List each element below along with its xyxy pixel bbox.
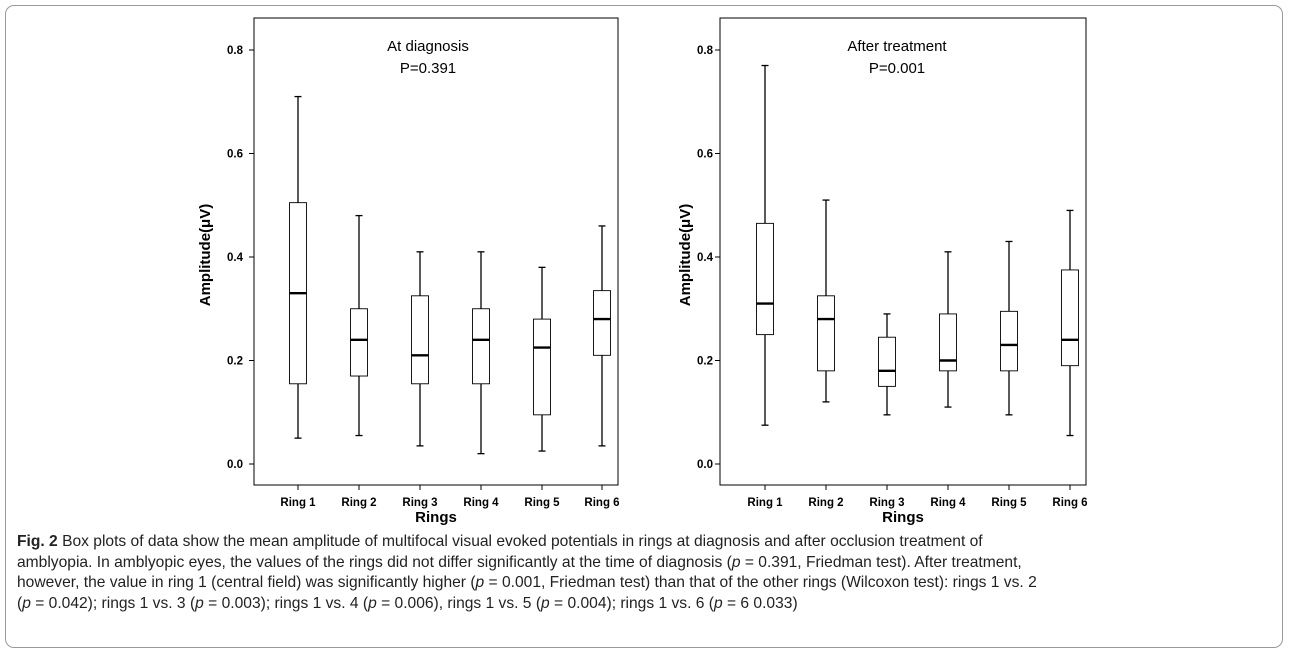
x-tick-label: Ring 2: [808, 497, 843, 509]
iqr-box: [411, 295, 429, 385]
x-tick-label: Ring 2: [341, 497, 376, 509]
caption-text-4e: = 0.004); rings 1 vs. 6 (: [549, 594, 714, 612]
chart-panel-1: At diagnosis P=0.391 0.0 0.2 0.4 0.6 0.8 Amplit…: [197, 17, 620, 526]
plot-area-frame: [719, 17, 1087, 486]
figure-caption: Fig. 2 Box plots of data show the mean a…: [17, 532, 1272, 614]
box-ring-5: [1000, 240, 1018, 416]
plot-area-frame: [253, 17, 619, 486]
y-tick-label: 0.0: [697, 459, 713, 471]
caption-line-3: however, the value in ring 1 (central fi…: [17, 573, 1272, 594]
box-ring-3: [411, 251, 429, 447]
y-tick-label: 0.4: [697, 252, 714, 264]
box-ring-4: [472, 251, 490, 455]
iqr-box: [593, 290, 611, 356]
box-ring-6: [1061, 209, 1079, 437]
box-ring-4: [939, 251, 957, 408]
caption-p-symbol: p: [475, 574, 485, 591]
x-tick-label: Ring 1: [747, 497, 783, 509]
iqr-box: [350, 308, 368, 377]
iqr-box: [817, 295, 835, 372]
y-tick-label: 0.6: [697, 149, 713, 161]
x-axis-label: Rings: [882, 509, 924, 526]
caption-p-symbol: p: [713, 594, 723, 612]
box-ring-2: [817, 199, 835, 403]
x-tick-label: Ring 1: [280, 497, 316, 509]
caption-p-symbol: p: [541, 594, 550, 612]
y-tick-label: 0.2: [227, 356, 243, 368]
iqr-box: [533, 318, 551, 416]
x-tick-label: Ring 4: [463, 497, 499, 509]
figure-frame: [5, 5, 1283, 648]
caption-p-symbol: p: [195, 594, 204, 612]
x-tick-label: Ring 4: [930, 497, 966, 509]
x-tick-label: Ring 5: [991, 497, 1027, 509]
chart-panel-2: After treatment P=0.001 0.0 0.2 0.4 0.6 0.8 Amp…: [677, 17, 1088, 526]
chart-subtitle: P=0.391: [400, 60, 456, 77]
y-tick-label: 0.2: [697, 356, 713, 368]
caption-text-3a: however, the value in ring 1 (central fi…: [17, 574, 476, 591]
caption-text-4d: = 0.006), rings 1 vs. 5 (: [376, 594, 542, 612]
caption-p-symbol: p: [731, 553, 741, 571]
x-tick-label: Ring 3: [402, 497, 437, 509]
box-ring-3: [878, 313, 896, 416]
caption-line-4: (p = 0.042); rings 1 vs. 3 (p = 0.003); …: [17, 594, 1272, 615]
chart-title: At diagnosis: [387, 38, 469, 55]
y-axis-label: Amplitude(μV): [197, 204, 214, 307]
chart-subtitle: P=0.001: [869, 60, 925, 77]
y-axis-label: Amplitude(μV): [677, 204, 694, 307]
caption-text-4c: = 0.003); rings 1 vs. 4 (: [203, 594, 369, 612]
iqr-box: [1000, 310, 1018, 372]
x-tick-label: Ring 6: [1052, 497, 1087, 509]
y-tick-label: 0.6: [227, 149, 243, 161]
caption-text-2a: amblyopia. In amblyopic eyes, the values…: [17, 553, 732, 571]
iqr-box: [472, 308, 490, 385]
chart-title: After treatment: [847, 38, 947, 55]
x-tick-label: Ring 3: [869, 497, 904, 509]
x-tick-label: Ring 6: [584, 497, 619, 509]
caption-text-4a: (: [17, 594, 23, 612]
x-tick-label: Ring 5: [524, 497, 560, 509]
caption-text-4b: = 0.042); rings 1 vs. 3 (: [30, 594, 196, 612]
iqr-box: [756, 222, 774, 336]
box-ring-1: [289, 95, 307, 439]
iqr-box: [878, 336, 896, 387]
box-ring-1: [756, 64, 774, 426]
y-tick-label: 0.8: [227, 45, 244, 57]
y-tick-label: 0.8: [697, 45, 714, 57]
caption-text-2b: = 0.391, Friedman test). After treatment…: [740, 553, 1022, 571]
iqr-box: [1061, 269, 1079, 367]
caption-text-3b: = 0.001, Friedman test) than that of the…: [484, 574, 1037, 591]
caption-text-1: Box plots of data show the mean amplitud…: [62, 533, 983, 550]
iqr-box: [939, 313, 957, 372]
y-tick-label: 0.4: [227, 252, 244, 264]
caption-line-1: Fig. 2 Box plots of data show the mean a…: [17, 532, 1272, 553]
caption-p-symbol: p: [22, 594, 31, 612]
caption-text-4f: = 6 0.033): [722, 594, 798, 612]
x-axis-label: Rings: [415, 509, 457, 526]
caption-line-2: amblyopia. In amblyopic eyes, the values…: [17, 553, 1272, 574]
caption-figure-label: Fig. 2: [17, 533, 58, 550]
box-ring-2: [350, 214, 368, 437]
y-tick-label: 0.0: [227, 459, 243, 471]
figure-charts: At diagnosis P=0.391 0.0 0.2 0.4 0.6 0.8 Amplit…: [197, 17, 1088, 526]
caption-p-symbol: p: [368, 594, 377, 612]
box-ring-6: [593, 225, 611, 447]
box-ring-5: [533, 266, 551, 452]
